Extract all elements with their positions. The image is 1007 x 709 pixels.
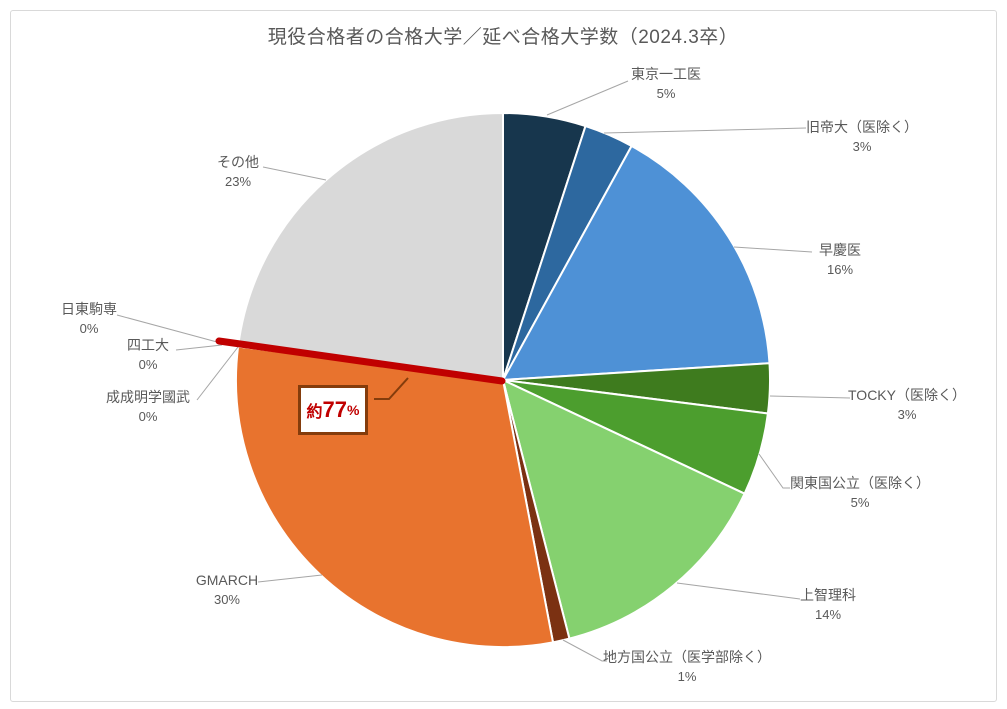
- slice-label-percent: 5%: [656, 86, 676, 101]
- slice-label-gmarch: GMARCH 30%: [196, 570, 258, 610]
- slice-label-kyuteidai: 旧帝大（医除く） 3%: [806, 117, 918, 157]
- slice-label-percent: 5%: [850, 495, 870, 510]
- slice-label-name: その他: [217, 154, 259, 170]
- slice-label-name: GMARCH: [195, 572, 259, 588]
- slice-label-name: 早慶医: [819, 242, 861, 258]
- annotation-prefix: 約: [306, 404, 323, 421]
- slice-label-percent: 0%: [138, 357, 158, 372]
- slice-label-name: 東京一工医: [631, 66, 701, 82]
- slice-label-kanto-kokkoritsu: 関東国公立（医除く） 5%: [790, 473, 930, 513]
- slice-label-jochi-rika: 上智理科 14%: [800, 585, 856, 625]
- slice-label-percent: 30%: [213, 592, 241, 607]
- leader-line-jochi-rika: [676, 582, 801, 600]
- slice-label-percent: 23%: [224, 174, 252, 189]
- leader-line-kanto-kokkoritsu: [758, 453, 790, 489]
- pie-slice-sokei-med: [502, 145, 771, 381]
- chart-frame: [10, 10, 997, 702]
- slice-label-name: 旧帝大（医除く）: [806, 119, 918, 135]
- slice-label-name: 成成明学國武: [106, 389, 190, 405]
- slice-label-seisei-meigaku-kokubu: 成成明学國武 0%: [106, 387, 190, 427]
- leader-line-tokyo-hitotsubashi-tech-med: [546, 80, 629, 116]
- leader-line-sonota: [262, 166, 327, 181]
- slice-label-name: TOCKY（医除く）: [848, 387, 966, 403]
- slice-label-percent: 16%: [826, 262, 854, 277]
- slice-label-name: 地方国公立（医学部除く）: [603, 649, 771, 665]
- slice-label-yonkodai: 四工大 0%: [127, 335, 169, 375]
- slice-label-percent: 3%: [897, 407, 917, 422]
- pie-slice-jochi-rika: [502, 379, 746, 640]
- leader-line-chiho-kokkoritsu: [562, 639, 607, 662]
- pie-slice-sonota: [237, 112, 504, 381]
- annotation-suffix: %: [347, 402, 360, 418]
- slice-label-sonota: その他 23%: [217, 152, 259, 192]
- slice-label-tocky: TOCKY（医除く） 3%: [848, 385, 966, 425]
- slice-label-tokyo-hitotsubashi-tech-med: 東京一工医 5%: [631, 64, 701, 104]
- slice-label-percent: 3%: [852, 139, 872, 154]
- leader-line-seisei-meigaku-kokubu: [196, 346, 239, 401]
- slice-label-nitto-komasen: 日東駒専 0%: [61, 299, 117, 339]
- slice-label-percent: 14%: [814, 607, 842, 622]
- annotation-connector: [374, 377, 409, 400]
- chart-title: 現役合格者の合格大学／延べ合格大学数（2024.3卒）: [267, 27, 739, 48]
- leader-line-sokei-med: [733, 246, 813, 253]
- leader-line-gmarch: [257, 574, 323, 583]
- leader-line-nitto-komasen: [116, 314, 218, 343]
- slice-label-percent: 0%: [79, 321, 99, 336]
- slice-label-name: 四工大: [127, 337, 169, 353]
- annotation-value: 77: [322, 397, 348, 422]
- slice-label-percent: 1%: [677, 669, 697, 684]
- leader-line-tocky: [769, 395, 851, 399]
- slice-label-name: 関東国公立（医除く）: [790, 475, 930, 491]
- annotation-box: 約 77%: [298, 385, 368, 435]
- slice-label-name: 上智理科: [800, 587, 856, 603]
- emphasis-line-77pct: [215, 337, 506, 385]
- leader-line-yonkodai: [175, 344, 223, 351]
- slice-label-name: 日東駒専: [61, 301, 117, 317]
- slice-label-sokei-med: 早慶医 16%: [819, 240, 861, 280]
- slice-label-chiho-kokkoritsu: 地方国公立（医学部除く） 1%: [603, 647, 771, 687]
- leader-line-kyuteidai: [603, 127, 807, 134]
- slice-label-percent: 0%: [138, 409, 158, 424]
